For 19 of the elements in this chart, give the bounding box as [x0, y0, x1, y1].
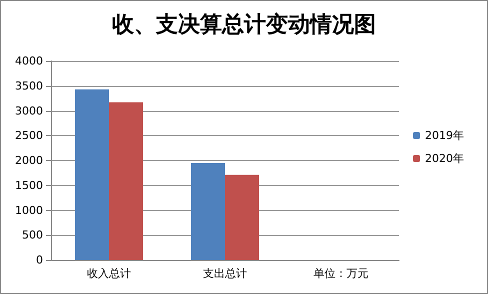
- chart-title: 收、支决算总计变动情况图: [112, 12, 376, 38]
- legend-label: 2020年: [425, 152, 464, 165]
- y-tick-label: 0: [36, 254, 43, 266]
- legend-label: 2019年: [425, 129, 464, 142]
- x-tick-label: 支出总计: [203, 267, 247, 280]
- y-tick-label: 1500: [15, 178, 43, 192]
- y-tick-label: 2000: [15, 154, 43, 167]
- y-tick-label: 3500: [15, 79, 43, 92]
- bar: [225, 174, 259, 260]
- bar: [109, 102, 143, 260]
- y-tick-label: 3000: [15, 104, 43, 118]
- x-tick-label: 收入总计: [87, 267, 131, 280]
- y-tick-label: 500: [22, 228, 43, 242]
- bar: [191, 162, 225, 260]
- x-tick-label: 单位：万元: [314, 267, 368, 280]
- y-tick-label: 2500: [15, 129, 43, 142]
- bar: [75, 89, 109, 260]
- y-tick-label: 1000: [15, 204, 43, 217]
- y-tick-label: 4000: [15, 54, 43, 68]
